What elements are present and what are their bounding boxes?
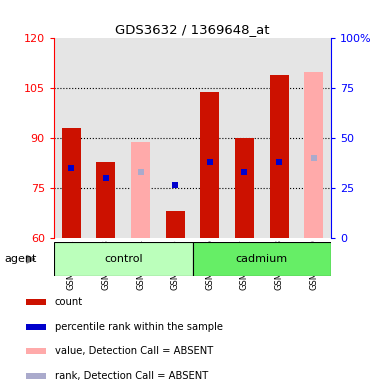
Bar <box>227 38 262 238</box>
Bar <box>166 212 185 238</box>
Bar <box>262 38 296 238</box>
Bar <box>200 92 219 238</box>
Bar <box>270 75 289 238</box>
Bar <box>54 38 89 238</box>
Bar <box>304 72 323 238</box>
Text: control: control <box>104 254 142 264</box>
Bar <box>192 242 331 276</box>
Text: percentile rank within the sample: percentile rank within the sample <box>55 322 223 332</box>
Bar <box>26 324 46 330</box>
Text: count: count <box>55 297 83 307</box>
Bar <box>123 38 158 238</box>
Bar <box>96 162 116 238</box>
Bar <box>296 38 331 238</box>
Bar <box>26 348 46 354</box>
Bar <box>235 138 254 238</box>
Bar <box>54 242 192 276</box>
Text: value, Detection Call = ABSENT: value, Detection Call = ABSENT <box>55 346 213 356</box>
Title: GDS3632 / 1369648_at: GDS3632 / 1369648_at <box>115 23 270 36</box>
Bar <box>89 38 123 238</box>
Bar <box>131 142 150 238</box>
Text: agent: agent <box>4 254 37 264</box>
Bar <box>158 38 192 238</box>
Text: rank, Detection Call = ABSENT: rank, Detection Call = ABSENT <box>55 371 208 381</box>
Bar <box>62 128 81 238</box>
Bar <box>192 38 227 238</box>
Bar <box>26 373 46 379</box>
Bar <box>26 300 46 305</box>
Text: cadmium: cadmium <box>236 254 288 264</box>
